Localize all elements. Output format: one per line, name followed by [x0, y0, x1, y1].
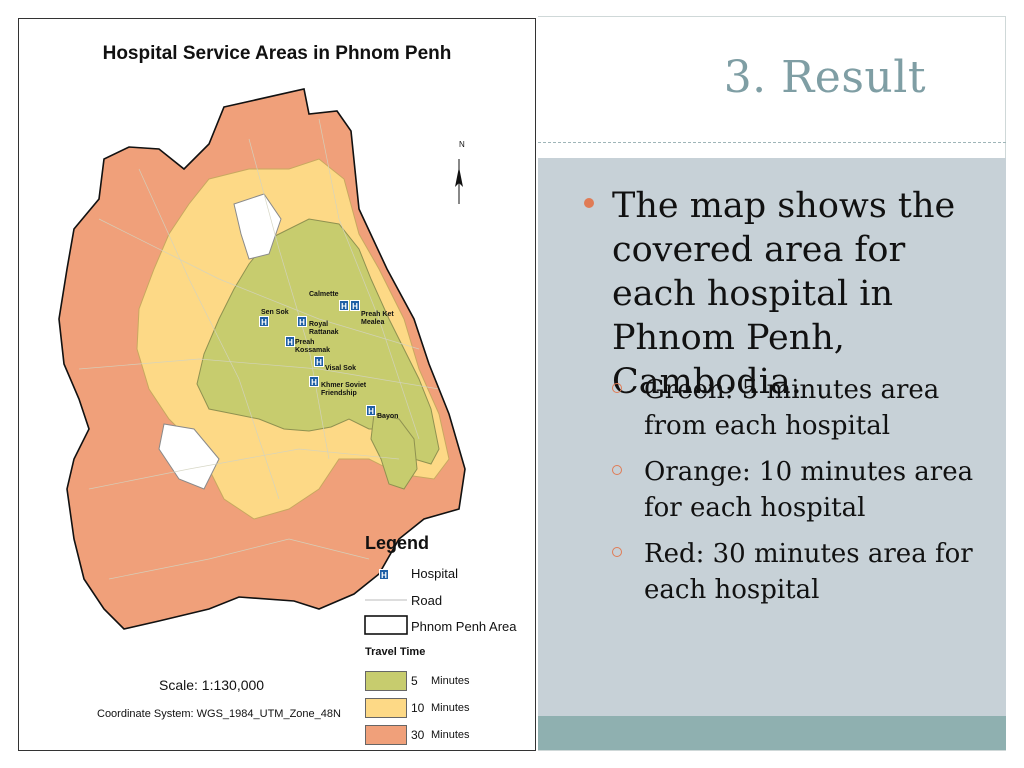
phnom-penh-boundary	[58, 88, 466, 630]
bullet-dot-icon	[584, 198, 594, 208]
travel-time-30-unit: Minutes	[431, 729, 470, 741]
slide-title: 3. Result	[723, 52, 926, 103]
bullet-ring-icon	[612, 383, 622, 393]
travel-time-5-value: 5	[411, 674, 418, 688]
hospital-label-visal-sok: Visal Sok	[325, 365, 357, 372]
service-area-map	[58, 88, 466, 635]
footer-bar	[538, 716, 1006, 750]
hospital-label-royal-rattanak: Royal Rattanak	[309, 321, 339, 336]
hospital-icon: H	[259, 316, 269, 327]
swatch-30-minutes	[365, 725, 407, 745]
travel-time-10-unit: Minutes	[431, 702, 470, 714]
north-arrow-icon	[455, 159, 463, 204]
hospital-icon: H	[339, 300, 349, 311]
hospital-label-khmer-soviet: Khmer Soviet Friendship	[321, 382, 367, 397]
area-5-minutes-east	[370, 413, 418, 490]
travel-time-10-value: 10	[411, 701, 425, 715]
legend-hospital-icon: H	[379, 569, 389, 580]
hospital-label-bayon: Bayon	[377, 413, 399, 420]
boundary-box	[364, 615, 408, 635]
travel-time-5-unit: Minutes	[431, 675, 470, 687]
map-panel: Hospital Service Areas in Phnom Penh	[18, 18, 536, 751]
title-divider	[538, 142, 1006, 143]
sub-bullet-text: Green: 5 minutes area from each hospital	[644, 375, 940, 441]
hospital-icon: H	[366, 405, 376, 416]
hospital-label-sen-sok: Sen Sok	[261, 309, 289, 316]
main-bullet-text: The map shows the covered area for each …	[612, 186, 956, 402]
hospital-icon: H	[314, 356, 324, 367]
content-panel	[538, 158, 1006, 716]
bullet-ring-icon	[612, 465, 622, 475]
legend-item-boundary: Phnom Penh Area	[411, 619, 517, 634]
hospital-label-preah-ket-mealea: Preah Ket Mealea	[361, 311, 394, 326]
swatch-5-minutes	[365, 671, 407, 691]
hospital-icon: H	[350, 300, 360, 311]
hospital-icon: H	[285, 336, 295, 347]
sub-bullet-text: Orange: 10 minutes area for each hospita…	[644, 457, 974, 523]
swatch-10-minutes	[365, 698, 407, 718]
legend-item-hospital: Hospital	[411, 566, 458, 581]
map-scale: Scale: 1:130,000	[159, 677, 265, 693]
legend-title: Legend	[365, 533, 430, 553]
legend-item-road: Road	[411, 593, 443, 608]
hospital-label-preah-kossamak: Preah Kossamak	[295, 339, 331, 354]
travel-time-title: Travel Time	[365, 646, 426, 658]
bullet-ring-icon	[612, 547, 622, 557]
north-label: N	[459, 140, 465, 149]
hospital-icon: H	[297, 316, 307, 327]
coordinate-system: Coordinate System: WGS_1984_UTM_Zone_48N	[97, 708, 341, 720]
sub-bullet-text: Red: 30 minutes area for each hospital	[644, 539, 973, 605]
uncovered-area	[158, 423, 220, 490]
road-network	[78, 118, 440, 580]
hospital-icon: H	[309, 376, 319, 387]
hospital-label-calmette: Calmette	[309, 291, 339, 298]
map-title: Hospital Service Areas in Phnom Penh	[102, 43, 452, 64]
travel-time-30-value: 30	[411, 728, 425, 742]
